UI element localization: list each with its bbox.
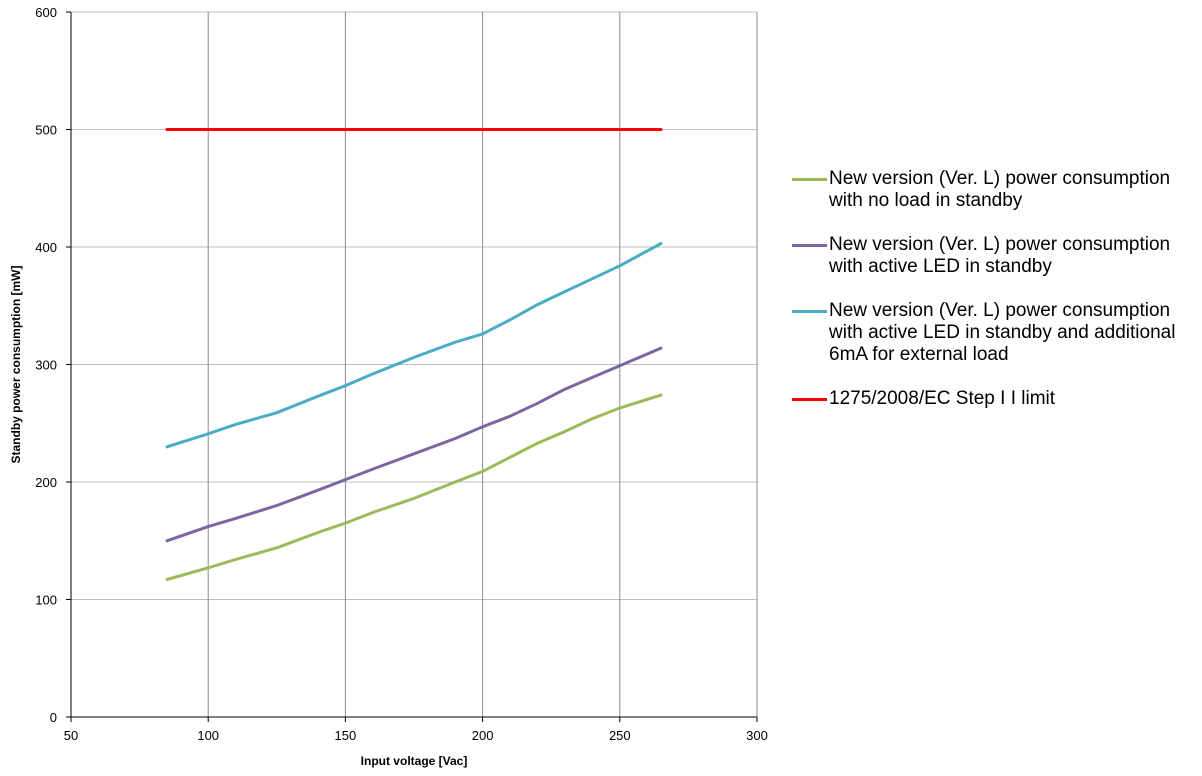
- gridlines: [71, 11, 758, 717]
- legend-swatch: [792, 310, 827, 313]
- x-tick-label: 200: [472, 728, 494, 743]
- x-tick-label: 300: [746, 728, 768, 743]
- x-tick-label: 100: [197, 728, 219, 743]
- legend-item: New version (Ver. L) power consumption w…: [792, 300, 1202, 366]
- legend-label: 1275/2008/EC Step I I limit: [829, 388, 1056, 409]
- y-tick-labels: 0 100 200 300 400 500 600: [35, 5, 57, 725]
- x-tick-label: 50: [64, 728, 78, 743]
- x-tick-label: 150: [335, 728, 357, 743]
- x-tick-label: 250: [609, 728, 631, 743]
- legend-label: New version (Ver. L) power consumption w…: [829, 234, 1171, 277]
- y-tick-label: 500: [35, 123, 57, 138]
- axes: [66, 11, 758, 722]
- legend-label: New version (Ver. L) power consumption w…: [829, 300, 1176, 365]
- legend: New version (Ver. L) power consumption w…: [792, 168, 1202, 432]
- y-tick-label: 100: [35, 593, 57, 608]
- series-line-1: [165, 393, 663, 581]
- series-lines: [165, 128, 663, 581]
- y-tick-label: 0: [50, 710, 57, 725]
- series-line-3: [165, 242, 663, 449]
- y-axis-title: Standby power consumption [mW]: [9, 266, 23, 464]
- x-axis-title: Input voltage [Vac]: [361, 754, 468, 768]
- legend-item: New version (Ver. L) power consumption w…: [792, 168, 1202, 212]
- y-tick-label: 400: [35, 240, 57, 255]
- legend-swatch: [792, 244, 827, 247]
- legend-label: New version (Ver. L) power consumption w…: [829, 168, 1171, 211]
- legend-swatch: [792, 398, 827, 401]
- legend-item: New version (Ver. L) power consumption w…: [792, 234, 1202, 278]
- legend-item: 1275/2008/EC Step I I limit: [792, 388, 1202, 410]
- x-tick-labels: 50 100 150 200 250 300: [64, 728, 768, 743]
- legend-swatch: [792, 178, 827, 181]
- y-tick-label: 200: [35, 475, 57, 490]
- y-tick-label: 600: [35, 5, 57, 20]
- y-tick-label: 300: [35, 358, 57, 373]
- series-line-2: [165, 346, 663, 543]
